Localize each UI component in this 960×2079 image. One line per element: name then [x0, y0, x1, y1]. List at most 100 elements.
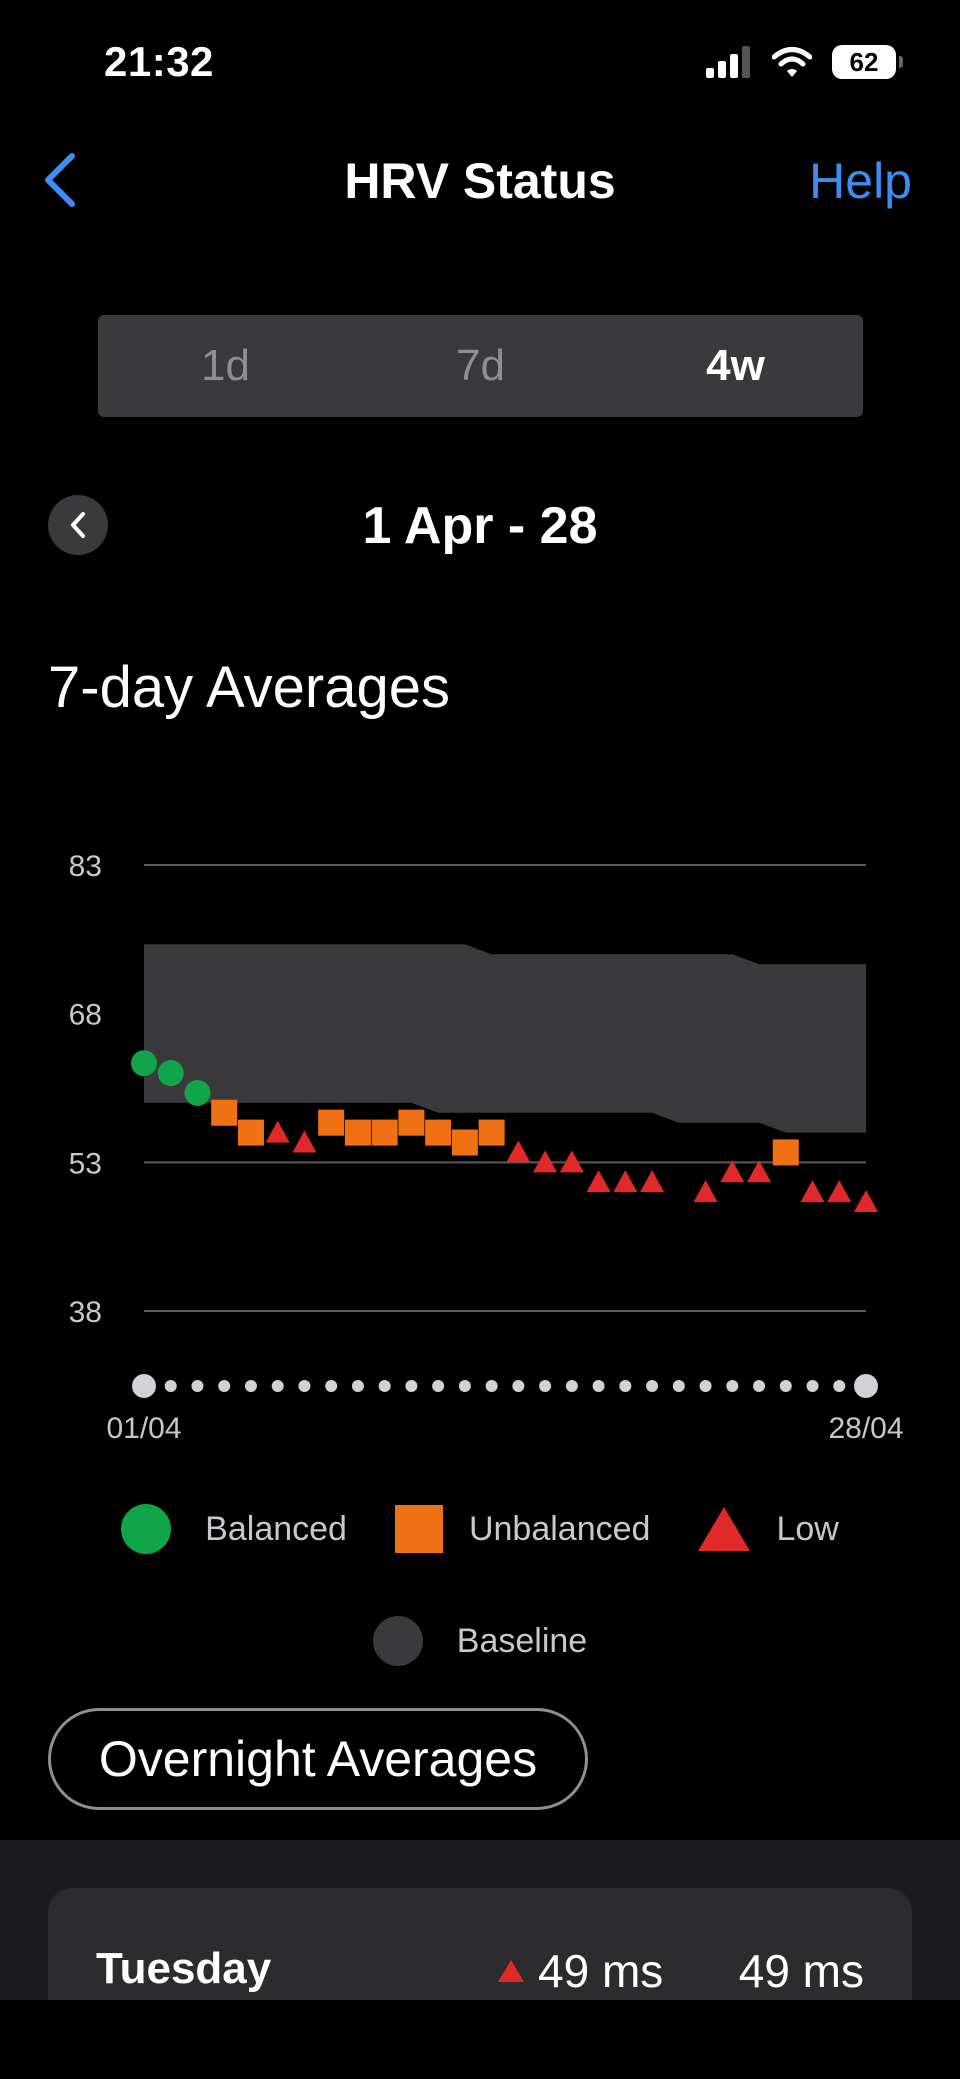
legend-label: Baseline: [456, 1621, 588, 1660]
unbalanced-point: [344, 1119, 371, 1146]
low-status-icon: [498, 1960, 524, 1982]
y-tick-label: 83: [69, 850, 102, 883]
low-point: [720, 1160, 745, 1183]
x-axis-day-dot: [485, 1380, 498, 1392]
x-axis-day-dot: [351, 1380, 364, 1392]
page-title: HRV Status: [344, 153, 616, 209]
low-point: [747, 1160, 772, 1183]
legend-item-baseline: Baseline: [372, 1616, 588, 1666]
day-row-card[interactable]: [48, 1888, 912, 2000]
x-axis-day-dot: [619, 1380, 632, 1392]
x-axis-day-dot: [539, 1380, 552, 1392]
overnight-averages-button[interactable]: Overnight Averages: [48, 1708, 588, 1810]
help-link[interactable]: Help: [809, 153, 912, 209]
battery-level: 62: [849, 46, 879, 77]
unbalanced-point: [318, 1109, 345, 1136]
unbalanced-point: [237, 1119, 264, 1146]
legend-item-low: Low: [698, 1507, 839, 1551]
unbalanced-point: [451, 1129, 478, 1156]
x-start-label: 01/04: [106, 1412, 181, 1445]
y-tick-label: 68: [69, 999, 102, 1032]
unbalanced-point: [425, 1119, 452, 1146]
x-axis-day-dot: [378, 1380, 391, 1392]
x-axis-day-dot: [405, 1380, 418, 1392]
low-marker-icon: [698, 1507, 751, 1551]
x-axis-day-dot: [132, 1374, 156, 1398]
x-axis-day-dot: [726, 1380, 739, 1392]
x-axis-day-dot: [565, 1380, 578, 1392]
x-axis-day-dot: [512, 1380, 525, 1392]
legend-item-balanced: Balanced: [121, 1504, 347, 1554]
x-axis-day-dot: [833, 1380, 846, 1392]
x-axis-day-dot: [432, 1380, 445, 1392]
x-axis-day-dot: [854, 1374, 878, 1398]
low-point: [613, 1170, 638, 1193]
x-axis-day-dot: [779, 1380, 792, 1392]
status-icons: 62: [706, 42, 903, 82]
status-time: 21:32: [104, 38, 214, 85]
x-axis-day-dot: [218, 1380, 231, 1392]
balanced-point: [184, 1079, 211, 1106]
legend-label: Balanced: [205, 1509, 347, 1548]
unbalanced-marker-icon: [394, 1505, 443, 1553]
unbalanced-point: [211, 1099, 238, 1126]
low-point: [533, 1150, 558, 1173]
unbalanced-point: [478, 1119, 505, 1146]
x-axis-day-dot: [646, 1380, 659, 1392]
x-axis-day-dot: [672, 1380, 685, 1392]
legend-label: Low: [776, 1509, 839, 1548]
previous-range-button[interactable]: [48, 495, 108, 555]
balanced-marker-icon: [121, 1504, 172, 1554]
low-point: [800, 1180, 825, 1203]
baseline-marker-icon: [372, 1616, 423, 1666]
x-axis-day-dot: [244, 1380, 257, 1392]
x-axis-day-dot: [753, 1380, 766, 1392]
unbalanced-point: [772, 1139, 799, 1166]
day-baseline-value: 49 ms: [738, 1945, 864, 1997]
back-chevron-icon[interactable]: [38, 150, 82, 210]
section-title: 7-day Averages: [48, 655, 450, 720]
cellular-signal-icon: [706, 46, 750, 78]
low-point: [586, 1170, 611, 1193]
x-axis-day-dot: [806, 1380, 819, 1392]
x-axis-day-dot: [164, 1380, 177, 1392]
low-point: [693, 1180, 718, 1203]
chart-legend: Balanced Unbalanced Low: [0, 1504, 960, 1554]
x-axis-day-dot: [699, 1380, 712, 1392]
x-end-label: 28/04: [828, 1412, 903, 1445]
wifi-icon: [772, 47, 812, 77]
date-range-label: 1 Apr - 28: [362, 497, 598, 555]
low-point: [640, 1170, 665, 1193]
low-point: [827, 1180, 852, 1203]
x-axis-day-dot: [592, 1380, 605, 1392]
battery-icon: 62: [832, 45, 903, 79]
legend-item-unbalanced: Unbalanced: [394, 1505, 651, 1553]
low-point: [265, 1120, 290, 1143]
hrv-7day-chart: 83 68 53 38 01/04 28/04: [69, 850, 904, 1445]
low-point: [854, 1189, 878, 1212]
unbalanced-point: [398, 1109, 425, 1136]
unbalanced-point: [371, 1119, 398, 1146]
balanced-point: [131, 1050, 157, 1077]
x-axis-day-dot: [325, 1380, 338, 1392]
tab-4w[interactable]: 4w: [706, 341, 765, 390]
tab-1d[interactable]: 1d: [201, 341, 250, 390]
x-axis-day-dot: [191, 1380, 204, 1392]
chevron-left-icon: [71, 512, 85, 538]
y-tick-label: 38: [69, 1296, 102, 1329]
low-point: [292, 1130, 317, 1153]
chart-legend-baseline: Baseline: [0, 1616, 960, 1666]
tab-7d[interactable]: 7d: [456, 341, 505, 390]
x-axis-day-dot: [458, 1380, 471, 1392]
low-point: [559, 1150, 584, 1173]
day-hrv-value: 49 ms: [538, 1945, 664, 1997]
x-axis-day-dot: [271, 1380, 284, 1392]
day-name: Tuesday: [96, 1944, 272, 1993]
legend-label: Unbalanced: [468, 1509, 651, 1548]
x-axis-day-dot: [298, 1380, 311, 1392]
baseline-band: [144, 944, 866, 1133]
period-segmented-control: 1d 7d 4w: [98, 315, 863, 417]
y-tick-label: 53: [69, 1147, 102, 1180]
low-point: [506, 1140, 531, 1163]
balanced-point: [157, 1060, 184, 1087]
